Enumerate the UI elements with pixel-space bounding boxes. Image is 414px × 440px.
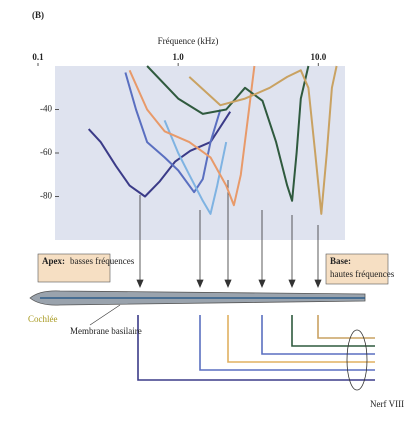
y-tick-label: -80 [40,191,52,201]
figure: (B) Fréquence (kHz) Apex: basses fréquen… [0,0,414,440]
leader [90,305,120,325]
base-text: hautes fréquences [330,269,395,279]
panel-label: (B) [32,10,44,20]
x-tick-label: 1.0 [173,52,185,62]
x-tick-label: 10.0 [310,52,326,62]
nerve-bundle [347,330,367,390]
base-title: Base: [330,256,351,266]
y-tick-label: -40 [40,104,52,114]
cochlea-label: Cochlée [28,314,58,324]
apex-title: Apex: [42,256,65,266]
apex-text: basses fréquences [70,256,135,266]
x-axis-label: Fréquence (kHz) [158,36,219,46]
y-tick-label: -60 [40,147,52,157]
nerve-label: Nerf VIII [370,399,404,409]
nerve-fibers [138,315,375,380]
membrane-label: Membrane basilaire [70,326,142,336]
x-tick-label: 0.1 [32,52,44,62]
